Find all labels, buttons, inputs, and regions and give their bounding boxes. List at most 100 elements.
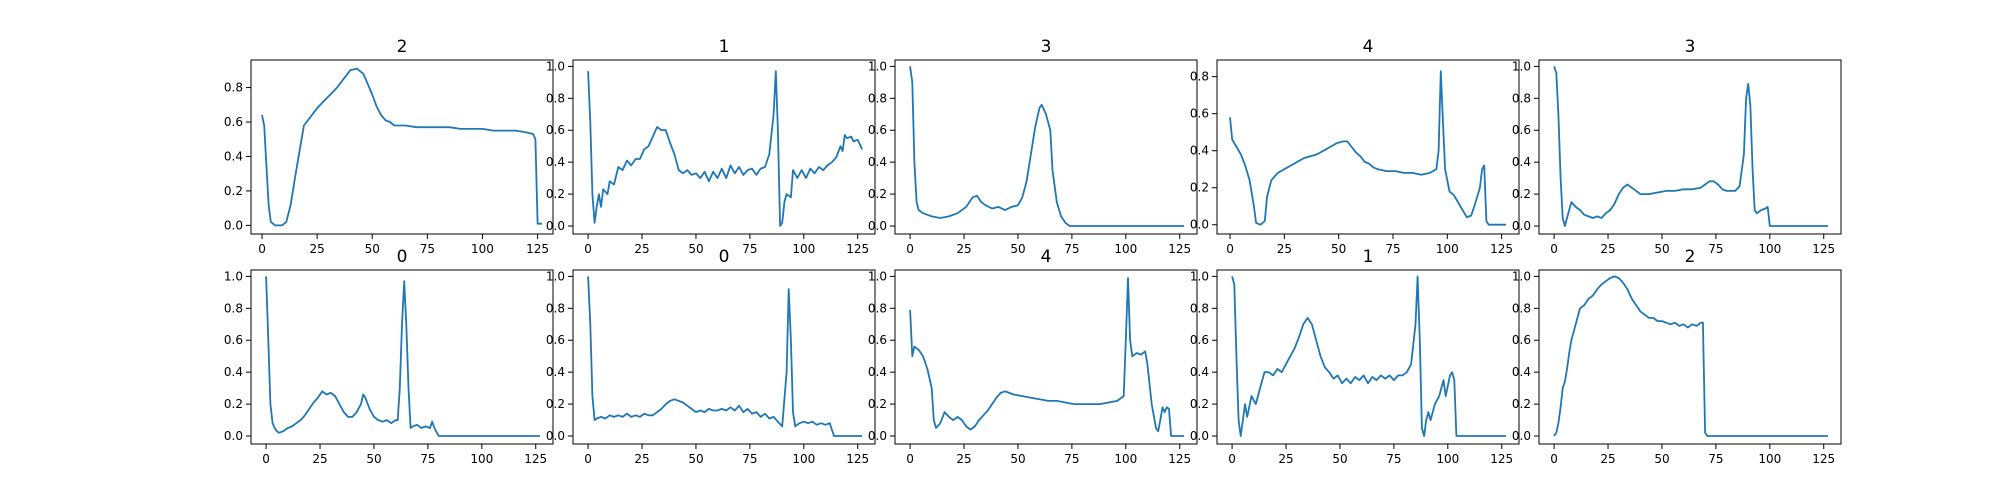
x-tick-label: 75: [1064, 452, 1079, 466]
x-tick-label: 25: [1278, 452, 1293, 466]
x-tick-label: 25: [634, 242, 649, 256]
x-tick-label: 0: [584, 242, 592, 256]
y-tick-label: 0.4: [546, 155, 565, 169]
x-tick-label: 50: [688, 452, 703, 466]
y-tick-label: 0.0: [546, 429, 565, 443]
x-tick-label: 100: [1758, 452, 1781, 466]
y-tick-label: 0.6: [224, 333, 243, 347]
x-tick-label: 0: [1228, 452, 1236, 466]
subplot-5: 3 0 25 50 75 100 125 0.0 0.2 0.4 0.6 0.8 1.0: [1512, 37, 1842, 256]
axes-frame: [894, 59, 1198, 235]
y-tick-label: 0.8: [546, 91, 565, 105]
y-tick-label: 0.2: [1512, 397, 1531, 411]
subplot-title: 4: [1363, 37, 1374, 57]
y-tick-label: 0.4: [1190, 144, 1209, 158]
x-tick-label: 125: [846, 452, 869, 466]
subplot-title: 4: [1041, 247, 1052, 267]
y-tick-label: 0.6: [868, 123, 887, 137]
axes-frame: [1216, 269, 1520, 445]
series-line: [265, 276, 541, 437]
x-tick-label: 75: [420, 242, 435, 256]
x-tick-label: 125: [1168, 452, 1191, 466]
subplot-title: 1: [719, 37, 730, 57]
y-tick-label: 0.6: [868, 333, 887, 347]
y-tick-label: 1.0: [1190, 269, 1209, 283]
y-tick-label: 0.2: [224, 397, 243, 411]
subplot-9: 1 0 25 50 75 100 125 0.0 0.2 0.4 0.6 0.8 1.0: [1190, 247, 1520, 466]
subplot-title: 1: [1363, 247, 1374, 267]
subplot-title: 2: [397, 37, 408, 57]
y-tick-label: 0.6: [224, 115, 243, 129]
series-line: [1553, 275, 1829, 437]
subplot-title: 0: [719, 247, 730, 267]
x-tick-label: 125: [526, 242, 549, 256]
y-tick-label: 1.0: [546, 59, 565, 73]
x-tick-label: 75: [1385, 242, 1400, 256]
x-tick-label: 125: [1168, 242, 1191, 256]
x-tick-label: 0: [1226, 242, 1234, 256]
y-tick-label: 0.2: [1512, 187, 1531, 201]
y-tick-label: 0.0: [224, 429, 243, 443]
x-tick-label: 100: [1114, 452, 1137, 466]
y-tick-label: 0.6: [1190, 107, 1209, 121]
x-tick-label: 75: [742, 452, 757, 466]
series-line: [1553, 66, 1829, 227]
x-tick-label: 25: [1600, 242, 1615, 256]
subplot-title: 2: [1685, 247, 1696, 267]
series-line: [587, 276, 863, 437]
x-tick-label: 100: [1114, 242, 1137, 256]
y-tick-label: 0.0: [868, 429, 887, 443]
y-tick-label: 0.0: [1512, 429, 1531, 443]
y-tick-label: 0.4: [546, 365, 565, 379]
x-tick-label: 50: [365, 242, 380, 256]
x-tick-label: 50: [1010, 242, 1025, 256]
y-tick-label: 0.0: [1512, 219, 1531, 233]
x-tick-label: 125: [846, 242, 869, 256]
y-tick-label: 0.2: [1190, 397, 1209, 411]
x-tick-label: 75: [1064, 242, 1079, 256]
axes-frame: [1538, 269, 1842, 445]
axes-frame: [1538, 59, 1842, 235]
y-tick-label: 1.0: [546, 269, 565, 283]
x-tick-label: 75: [742, 242, 757, 256]
x-tick-label: 25: [1277, 242, 1292, 256]
x-tick-label: 125: [1490, 452, 1513, 466]
x-tick-label: 100: [792, 452, 815, 466]
y-tick-label: 0.4: [1512, 155, 1531, 169]
series-line: [261, 67, 542, 227]
y-tick-label: 0.2: [224, 184, 243, 198]
x-tick-label: 125: [1490, 242, 1513, 256]
axes-frame: [894, 269, 1198, 445]
y-tick-label: 0.4: [1190, 365, 1209, 379]
y-tick-label: 1.0: [1512, 269, 1531, 283]
x-tick-label: 125: [524, 452, 547, 466]
subplot-2: 1 0 25 50 75 100 125 0.0 0.2 0.4 0.6 0.8 1.0: [546, 37, 876, 256]
x-tick-label: 25: [956, 452, 971, 466]
axes-frame: [1216, 59, 1520, 235]
x-tick-label: 0: [1550, 452, 1558, 466]
y-tick-label: 0.8: [1512, 91, 1531, 105]
x-tick-label: 100: [470, 452, 493, 466]
x-tick-label: 125: [1812, 242, 1835, 256]
x-tick-label: 100: [1758, 242, 1781, 256]
subplot-10: 2 0 25 50 75 100 125 0.0 0.2 0.4 0.6 0.8 1.0: [1512, 247, 1842, 466]
x-tick-label: 100: [1436, 242, 1459, 256]
subplot-title: 0: [397, 247, 408, 267]
y-tick-label: 0.8: [546, 301, 565, 315]
y-tick-label: 0.6: [546, 123, 565, 137]
y-tick-label: 0.0: [868, 219, 887, 233]
x-tick-label: 75: [1708, 452, 1723, 466]
x-tick-label: 75: [420, 452, 435, 466]
y-tick-label: 0.8: [224, 301, 243, 315]
x-tick-label: 0: [262, 452, 270, 466]
y-tick-label: 0.0: [1190, 429, 1209, 443]
y-tick-label: 1.0: [224, 269, 243, 283]
y-tick-label: 0.8: [1190, 301, 1209, 315]
subplot-8: 4 0 25 50 75 100 125 0.0 0.2 0.4 0.6 0.8 1.0: [868, 247, 1198, 466]
x-tick-label: 25: [1600, 452, 1615, 466]
x-tick-label: 25: [956, 242, 971, 256]
y-tick-label: 1.0: [868, 59, 887, 73]
y-tick-label: 0.0: [1190, 218, 1209, 232]
x-tick-label: 0: [1550, 242, 1558, 256]
